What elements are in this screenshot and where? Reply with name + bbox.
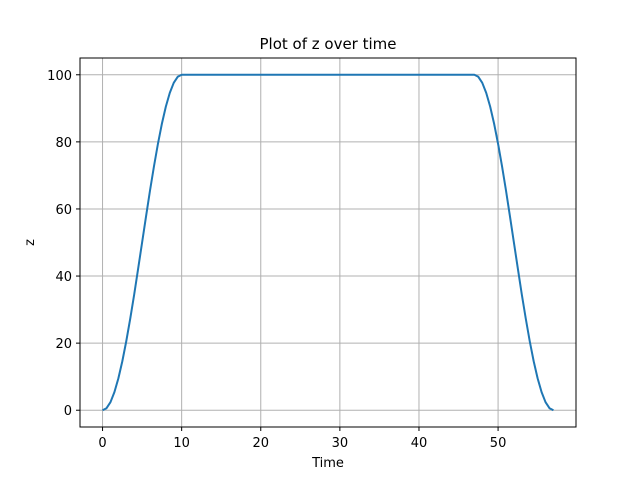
x-tick-label: 30 <box>332 436 349 451</box>
x-tick-label: 0 <box>98 436 106 451</box>
x-tick-label: 10 <box>173 436 190 451</box>
y-tick-label: 0 <box>64 404 72 419</box>
series-line <box>102 73 554 412</box>
y-tick-label: 100 <box>47 69 72 84</box>
y-axis-label: z <box>23 239 38 246</box>
chart-title: Plot of z over time <box>259 35 396 53</box>
y-tick-label: 40 <box>55 270 72 285</box>
y-tick-label: 60 <box>55 203 72 218</box>
grid-lines <box>80 58 576 427</box>
plot-frame <box>79 57 577 428</box>
x-tick-label: 50 <box>490 436 507 451</box>
x-tick-label: 20 <box>252 436 269 451</box>
x-tick-label: 40 <box>411 436 428 451</box>
x-axis-label: Time <box>311 456 344 471</box>
y-tick-label: 20 <box>55 337 72 352</box>
series-layer <box>102 73 554 412</box>
y-tick-label: 80 <box>55 136 72 151</box>
axis-ticks: 0 10 20 30 40 50 0 20 40 60 80 100 <box>47 69 506 451</box>
